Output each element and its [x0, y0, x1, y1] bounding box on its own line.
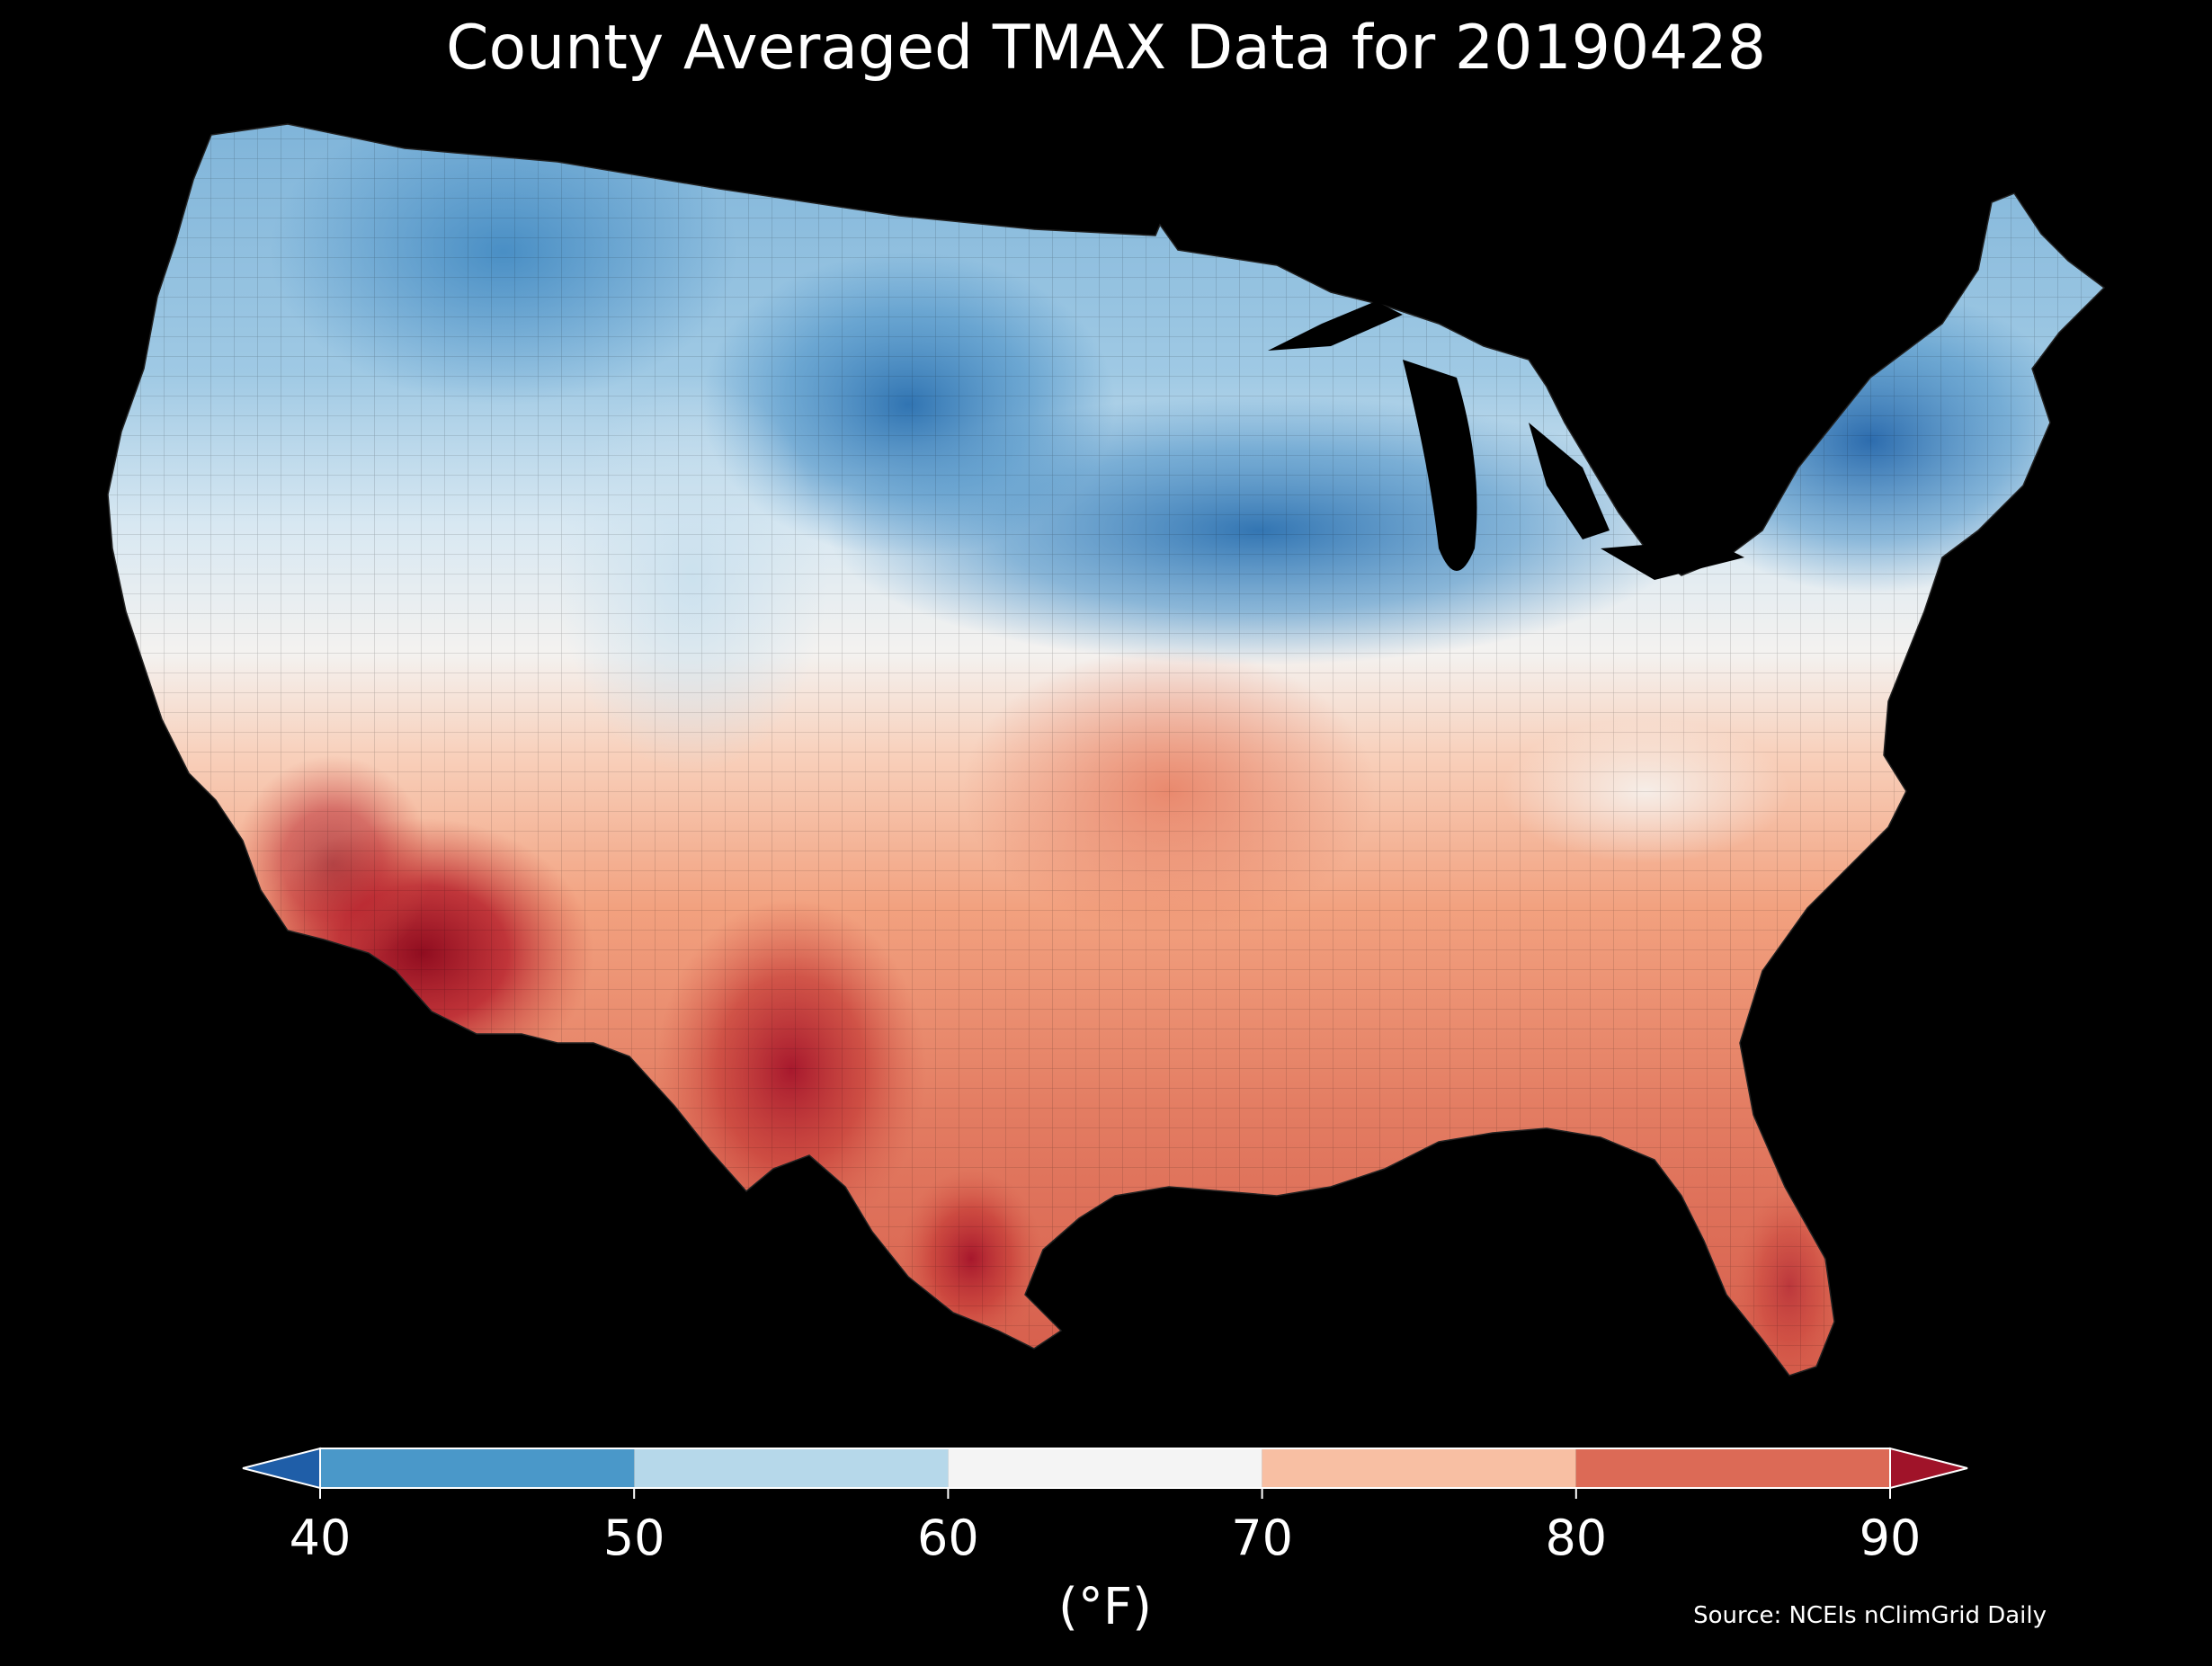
colorbar-tick-label: 70	[1231, 1510, 1293, 1566]
colorbar-under-arrow	[242, 1447, 321, 1490]
colorbar-unit-label: (°F)	[1058, 1578, 1152, 1636]
colorbar-bin-50-60	[634, 1448, 949, 1488]
colorbar-tick-label: 90	[1860, 1510, 1922, 1566]
conus-choropleth	[107, 123, 2105, 1376]
colorbar-bin-80-90	[1575, 1448, 1890, 1488]
colorbar-tick-label: 60	[917, 1510, 979, 1566]
colorbar-tick-label: 40	[290, 1510, 352, 1566]
colorbar-bin-40-50	[320, 1448, 635, 1488]
source-note: Source: NCEIs nClimGrid Daily	[1693, 1602, 2047, 1629]
colorbar-tick-label: 50	[603, 1510, 665, 1566]
colorbar-bin-70-80	[1262, 1448, 1576, 1488]
colorbar-tick-label: 80	[1545, 1510, 1607, 1566]
colorbar-over-arrow	[1889, 1447, 1968, 1490]
colorbar-frame	[319, 1448, 1891, 1489]
colorbar: 40 50 60 70 80 90 (°F)	[242, 1447, 1968, 1636]
colorbar-bin-60-70	[948, 1448, 1262, 1488]
map-title: County Averaged TMAX Data for 20190428	[446, 13, 1766, 84]
